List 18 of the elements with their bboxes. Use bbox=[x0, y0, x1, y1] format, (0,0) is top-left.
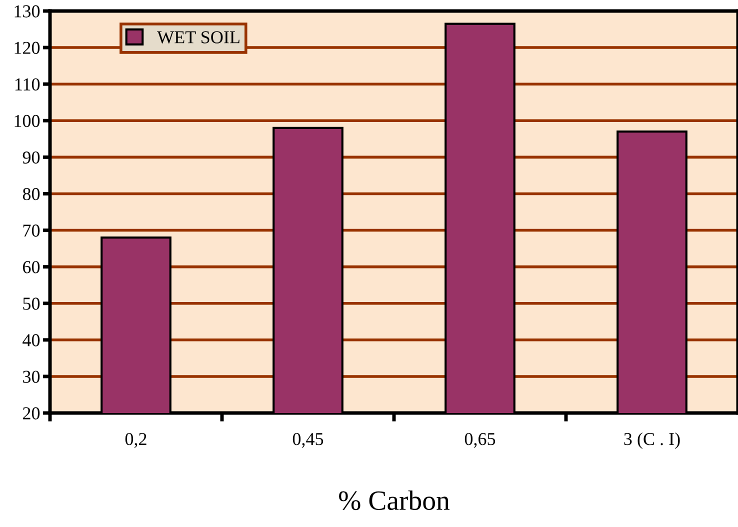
y-tick-label: 70 bbox=[23, 224, 40, 237]
y-tick-label: 60 bbox=[23, 261, 40, 274]
y-tick-label: 100 bbox=[14, 114, 40, 128]
x-tick-label: 0,45 bbox=[292, 432, 324, 448]
legend-label: WET SOIL bbox=[157, 31, 240, 44]
x-axis-title: % Carbon bbox=[339, 490, 450, 510]
y-tick-label: 130 bbox=[14, 5, 40, 18]
x-tick-label: 0,2 bbox=[125, 432, 146, 448]
y-tick-label: 40 bbox=[22, 334, 40, 346]
x-tick-label: 0,65 bbox=[464, 432, 496, 448]
y-tick-label: 30 bbox=[23, 370, 40, 383]
x-tick-label: 3 (C . I) bbox=[624, 432, 680, 449]
y-tick-label: 20 bbox=[23, 407, 40, 420]
y-tick-label: 50 bbox=[23, 298, 40, 310]
y-tick-label: 120 bbox=[14, 42, 40, 54]
y-tick-label: 110 bbox=[15, 78, 40, 91]
y-tick-label: 80 bbox=[22, 188, 40, 200]
y-tick-label: 90 bbox=[22, 151, 40, 164]
